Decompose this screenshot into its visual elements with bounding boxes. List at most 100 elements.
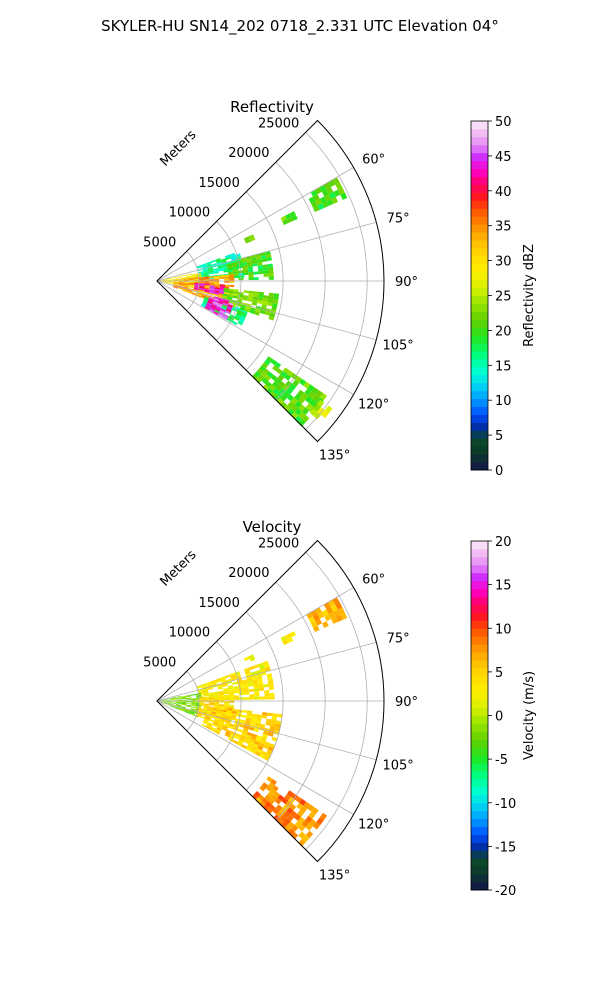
echo-cell	[264, 741, 271, 747]
echo-cell	[203, 704, 209, 707]
colorbar-segment	[471, 168, 488, 178]
echo-cell	[219, 704, 225, 707]
echo-cell	[178, 281, 184, 283]
echo-cell	[227, 684, 234, 688]
echo-cell	[271, 719, 277, 724]
azimuth-tick-label: 105°	[382, 759, 413, 774]
colorbar-segment	[471, 652, 488, 661]
echo-cell	[214, 277, 220, 280]
echo-cell	[250, 736, 257, 741]
echo-cell	[217, 294, 223, 298]
echo-cell	[209, 703, 215, 706]
echo-cell	[229, 278, 235, 281]
echo-cell	[290, 810, 298, 818]
echo-cell	[219, 289, 225, 293]
colorbar-segment	[471, 422, 488, 431]
echo-cell	[259, 753, 266, 759]
echo-cell	[219, 275, 225, 278]
echo-cell	[198, 289, 204, 292]
echo-cell	[207, 299, 214, 303]
echo-cell	[216, 712, 222, 716]
echo-cell	[289, 803, 297, 811]
echo-cell	[296, 802, 304, 810]
echo-cell	[226, 714, 232, 718]
echo-cell	[224, 674, 231, 679]
echo-cell	[161, 699, 167, 701]
echo-cell	[176, 701, 182, 702]
echo-cell	[206, 683, 212, 686]
echo-cell	[171, 701, 177, 703]
echo-cell	[262, 301, 268, 306]
echo-cell	[228, 288, 234, 292]
echo-cell	[248, 277, 254, 280]
echo-cell	[215, 714, 221, 717]
echo-cell	[224, 254, 231, 259]
echo-cell	[267, 299, 274, 304]
echo-cell	[242, 297, 248, 301]
echo-cell	[222, 266, 229, 269]
echo-cell	[279, 807, 287, 815]
echo-cell	[175, 275, 181, 278]
echo-cell	[283, 391, 291, 398]
echo-cell	[309, 398, 317, 407]
echo-cell	[254, 311, 260, 316]
echo-cell	[248, 654, 255, 659]
echo-cell	[175, 705, 181, 707]
echo-cell	[284, 374, 291, 381]
colorbar-tick-label: 45	[495, 150, 512, 165]
echo-cell	[208, 298, 214, 302]
echo-cell	[213, 298, 219, 302]
range-tick-label: 15000	[198, 596, 239, 611]
echo-cell	[328, 191, 336, 199]
echo-cell	[182, 289, 188, 292]
echo-cell	[232, 727, 239, 731]
echo-cell	[170, 704, 176, 706]
echo-cell	[295, 376, 302, 383]
echo-cell	[287, 394, 294, 402]
echo-cell	[305, 830, 314, 839]
echo-cell	[223, 289, 229, 293]
sector-frame	[156, 539, 385, 863]
echo-cell	[254, 696, 260, 700]
echo-cell	[203, 691, 209, 694]
colorbar-tick-label: 0	[495, 710, 503, 725]
echo-cell	[250, 748, 257, 754]
echo-cell	[267, 746, 274, 752]
echo-cell	[283, 818, 291, 826]
echo-cell	[308, 196, 316, 204]
echo-cell	[223, 300, 229, 305]
echo-cell	[257, 300, 263, 305]
echo-cell	[214, 288, 220, 292]
range-axis-label: Meters	[158, 127, 200, 169]
echo-cell	[226, 710, 232, 714]
echo-cell	[269, 312, 276, 318]
echo-cell	[243, 667, 250, 672]
echo-cell	[199, 279, 205, 281]
echo-cell	[289, 211, 296, 218]
colorbar: 0 5 10 15 20 25 30 35 40 45 50 Reflectivity dBZ	[470, 115, 537, 479]
echo-cell	[294, 393, 302, 401]
echo-cell	[217, 687, 224, 690]
echo-cell	[247, 298, 253, 302]
echo-cell	[307, 804, 315, 812]
azimuth-gridline	[156, 280, 377, 341]
echo-cell	[239, 737, 245, 742]
echo-cell	[203, 274, 209, 277]
echo-cell	[203, 703, 210, 706]
echo-cell	[215, 306, 222, 310]
echo-cell	[207, 706, 213, 709]
echo-cell	[179, 709, 185, 712]
echo-cell	[166, 282, 172, 284]
echo-cell	[250, 307, 256, 312]
echo-cell	[224, 274, 230, 277]
echo-cell	[239, 316, 246, 321]
echo-cell	[258, 662, 264, 667]
colorbar-tick-label: 30	[495, 255, 512, 270]
echo-cell	[324, 194, 332, 202]
echo-cell	[228, 737, 234, 742]
echo-cell	[218, 268, 224, 272]
echo-cell	[258, 374, 265, 381]
colorbar-tick-label: -5	[495, 753, 508, 768]
echo-cell	[161, 699, 167, 701]
echo-cell	[245, 718, 252, 722]
